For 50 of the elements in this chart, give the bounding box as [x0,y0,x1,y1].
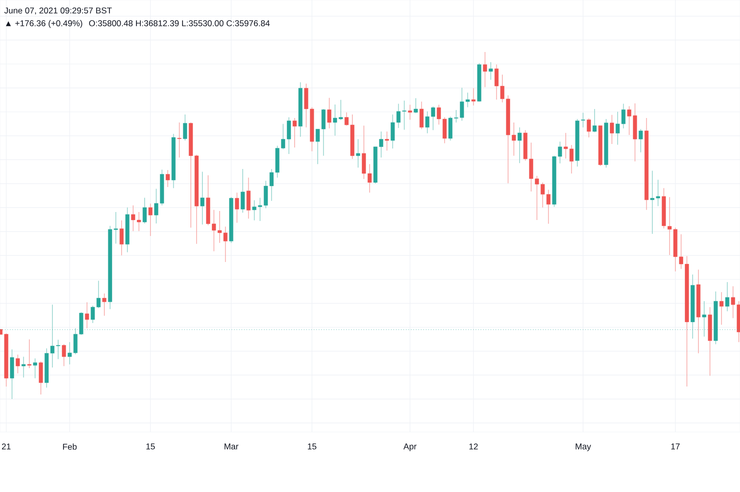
candlestick [10,349,14,400]
candlestick [414,98,418,114]
candlestick [488,62,493,80]
candlestick [27,339,32,368]
x-tick-label: 15 [146,444,155,450]
candlestick [166,170,170,188]
text: O:35800.48 H:36812.39 L:35530.00 C:35976.84 [89,20,270,26]
candlestick [16,354,20,374]
x-tick-label: 12 [469,444,478,450]
x-tick-label: Mar [224,444,238,450]
candlestick [234,192,239,224]
x-tick-label: 15 [308,444,316,450]
x-tick-label: 21 [2,444,11,450]
candlestick [33,358,38,379]
candlestick [327,98,332,129]
candlestick [85,302,90,329]
candlestick [702,300,706,337]
candlestick [592,108,597,132]
candlestick [581,112,586,128]
x-tick-label: May [576,444,592,452]
candlestick [356,138,360,168]
chart-title: June 07, 2021 09:29:57 BST [4,8,112,14]
candlestick [183,114,188,141]
x-tick-label: 17 [671,444,680,450]
candlestick [725,282,730,312]
candlestick [720,292,724,326]
text: ▲ +176.36 (+0.49%) [6,20,82,28]
candlestick [518,127,522,164]
candlestick [483,52,488,88]
candlestick [246,177,251,219]
candlestick [408,104,412,120]
candlestick [102,293,106,316]
candlestick [38,361,43,395]
candlestick [200,171,204,225]
candlestick [177,122,182,158]
candlestick [471,88,476,106]
candlestick [240,168,245,213]
candlestick [22,356,26,378]
candlestick [384,131,389,151]
candlestick [586,118,591,138]
x-tick-label: Apr [403,444,416,452]
candlestick [142,197,147,224]
candlestick [292,118,297,148]
candlestick [638,128,643,153]
x-tick-label: Feb [63,444,77,450]
candlestick [610,114,614,144]
candlestick [148,203,152,236]
candlestick [420,101,424,130]
candlestick [120,220,124,256]
candlestick [62,344,66,366]
